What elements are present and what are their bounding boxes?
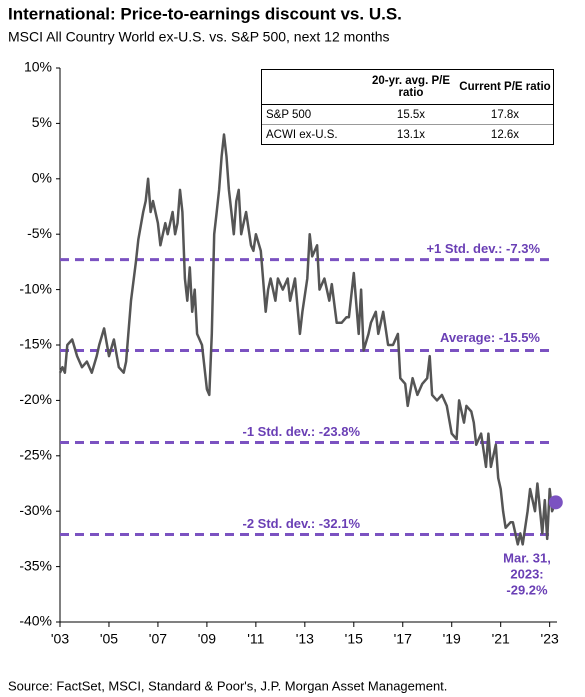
y-tick-label: -5% <box>27 225 52 241</box>
x-tick-label: '21 <box>492 631 510 647</box>
source: Source: FactSet, MSCI, Standard & Poor's… <box>8 678 447 693</box>
x-tick-label: '19 <box>443 631 461 647</box>
x-tick-label: '05 <box>100 631 118 647</box>
row-label: S&P 500 <box>266 108 312 121</box>
reference-label: Average: -15.5% <box>440 330 540 345</box>
table-header: 20-yr. avg. P/E ratio Current P/E ratio <box>262 70 553 105</box>
cell: 13.1x <box>396 128 426 141</box>
y-tick-label: -40% <box>19 613 52 629</box>
header-cell: 20-yr. avg. P/E ratio <box>372 75 450 99</box>
cell: 12.6x <box>490 128 520 141</box>
y-tick-label: 0% <box>32 170 52 186</box>
x-tick-label: '15 <box>345 631 363 647</box>
reference-label: -1 Std. dev.: -23.8% <box>242 424 360 439</box>
chart-title: International: Price-to-earnings discoun… <box>8 4 402 23</box>
chart-subtitle: MSCI All Country World ex-U.S. vs. S&P 5… <box>8 29 390 45</box>
y-tick-label: -20% <box>19 391 52 407</box>
reference-label: +1 Std. dev.: -7.3% <box>426 241 540 256</box>
y-tick-label: 5% <box>32 114 52 130</box>
y-tick-label: -10% <box>19 280 52 296</box>
row-label: ACWI ex-U.S. <box>266 128 338 141</box>
x-tick-label: '09 <box>198 631 216 647</box>
y-tick-label: -30% <box>19 502 52 518</box>
cell: 17.8x <box>490 108 520 121</box>
annotation: 2023: <box>510 566 543 581</box>
reference-label: -2 Std. dev.: -32.1% <box>242 516 360 531</box>
x-tick-label: '17 <box>394 631 412 647</box>
pe-table: 20-yr. avg. P/E ratio Current P/E ratio … <box>261 69 554 145</box>
table-row: ACWI ex-U.S. 13.1x 12.6x <box>262 124 553 144</box>
annotation: -29.2% <box>506 582 548 597</box>
y-tick-label: 10% <box>24 59 52 75</box>
x-tick-label: '13 <box>296 631 314 647</box>
series-line <box>58 133 557 546</box>
x-tick-label: '23 <box>541 631 559 647</box>
table-row: S&P 500 15.5x 17.8x <box>262 105 553 124</box>
header-cell: Current P/E ratio <box>459 81 551 93</box>
y-tick-label: -15% <box>19 336 52 352</box>
x-tick-label: '03 <box>51 631 69 647</box>
x-tick-label: '11 <box>247 631 264 647</box>
end-point <box>548 495 563 510</box>
x-tick-label: '07 <box>149 631 167 647</box>
y-tick-label: -35% <box>19 557 52 573</box>
annotation: Mar. 31, <box>503 550 551 565</box>
cell: 15.5x <box>396 108 426 121</box>
y-tick-label: -25% <box>19 447 52 463</box>
